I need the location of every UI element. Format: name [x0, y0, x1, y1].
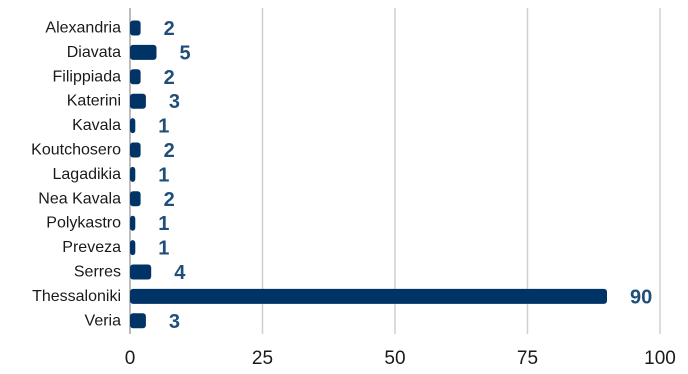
category-label-koutchosero: Koutchosero [31, 142, 121, 159]
category-label-lagadikia: Lagadikia [53, 166, 122, 183]
category-label-serres: Serres [74, 264, 121, 281]
category-label-polykastro: Polykastro [46, 215, 121, 232]
data-label-nea-kavala: 2 [164, 189, 175, 211]
gridlines [129, 8, 661, 334]
data-label-lagadikia: 1 [158, 164, 169, 186]
data-label-koutchosero: 2 [164, 140, 175, 162]
bar-diavata [130, 44, 157, 60]
x-tick-label-0: 0 [125, 348, 136, 369]
data-label-thessaloniki: 90 [630, 286, 652, 308]
bar-filippiada [130, 69, 141, 85]
category-label-kavala: Kavala [72, 117, 121, 134]
category-label-katerini: Katerini [67, 93, 121, 110]
data-label-serres: 4 [174, 262, 186, 284]
bar-polykastro [130, 215, 136, 231]
bar-nea-kavala [130, 191, 141, 207]
x-axis-tick-labels: 0 25 50 75 100 [125, 348, 676, 369]
bar-alexandria [130, 20, 141, 36]
bar-katerini [130, 93, 146, 109]
data-label-katerini: 3 [169, 91, 180, 113]
category-label-veria: Veria [85, 312, 122, 329]
category-label-alexandria: Alexandria [45, 20, 121, 37]
bar-kavala [130, 118, 136, 134]
bar-preveza [130, 240, 136, 256]
category-label-thessaloniki: Thessaloniki [32, 288, 121, 305]
category-label-filippiada: Filippiada [53, 68, 122, 85]
category-label-diavata: Diavata [67, 44, 121, 61]
bar-veria [130, 313, 146, 329]
data-label-kavala: 1 [158, 116, 169, 138]
bars [130, 20, 607, 329]
category-labels: Alexandria Diavata Filippiada Katerini Kaval… [31, 20, 121, 330]
data-label-filippiada: 2 [164, 67, 175, 89]
category-label-preveza: Preveza [62, 239, 121, 256]
bar-lagadikia [130, 166, 136, 182]
x-tick-label-100: 100 [644, 348, 676, 369]
category-label-nea-kavala: Nea Kavala [38, 190, 121, 207]
bar-thessaloniki [130, 288, 607, 304]
x-tick-label-25: 25 [252, 348, 273, 369]
x-tick-label-75: 75 [517, 348, 538, 369]
data-label-alexandria: 2 [164, 18, 175, 40]
data-label-polykastro: 1 [158, 213, 169, 235]
data-label-preveza: 1 [158, 238, 169, 260]
bar-koutchosero [130, 142, 141, 158]
bar-serres [130, 264, 152, 280]
data-label-diavata: 5 [180, 42, 191, 64]
data-label-veria: 3 [169, 311, 180, 333]
x-tick-label-50: 50 [384, 348, 405, 369]
